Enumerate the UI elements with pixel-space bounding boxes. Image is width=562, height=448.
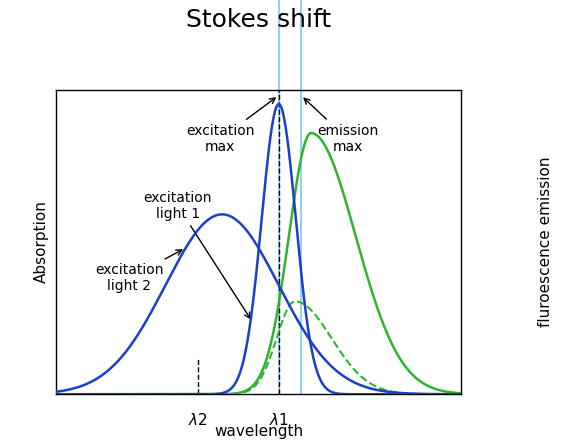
Text: $\lambda$1: $\lambda$1 [269,412,289,428]
Text: emission
max: emission max [304,99,378,154]
Text: excitation
light 1: excitation light 1 [143,190,250,318]
Text: excitation
light 2: excitation light 2 [95,250,182,293]
Title: Stokes shift: Stokes shift [186,8,331,32]
Text: excitation
max: excitation max [186,98,275,154]
Y-axis label: Absorption: Absorption [34,201,49,283]
Text: $\lambda$2: $\lambda$2 [188,412,208,428]
Text: fluroescence emission: fluroescence emission [538,157,552,327]
Text: wavelength: wavelength [214,424,303,439]
